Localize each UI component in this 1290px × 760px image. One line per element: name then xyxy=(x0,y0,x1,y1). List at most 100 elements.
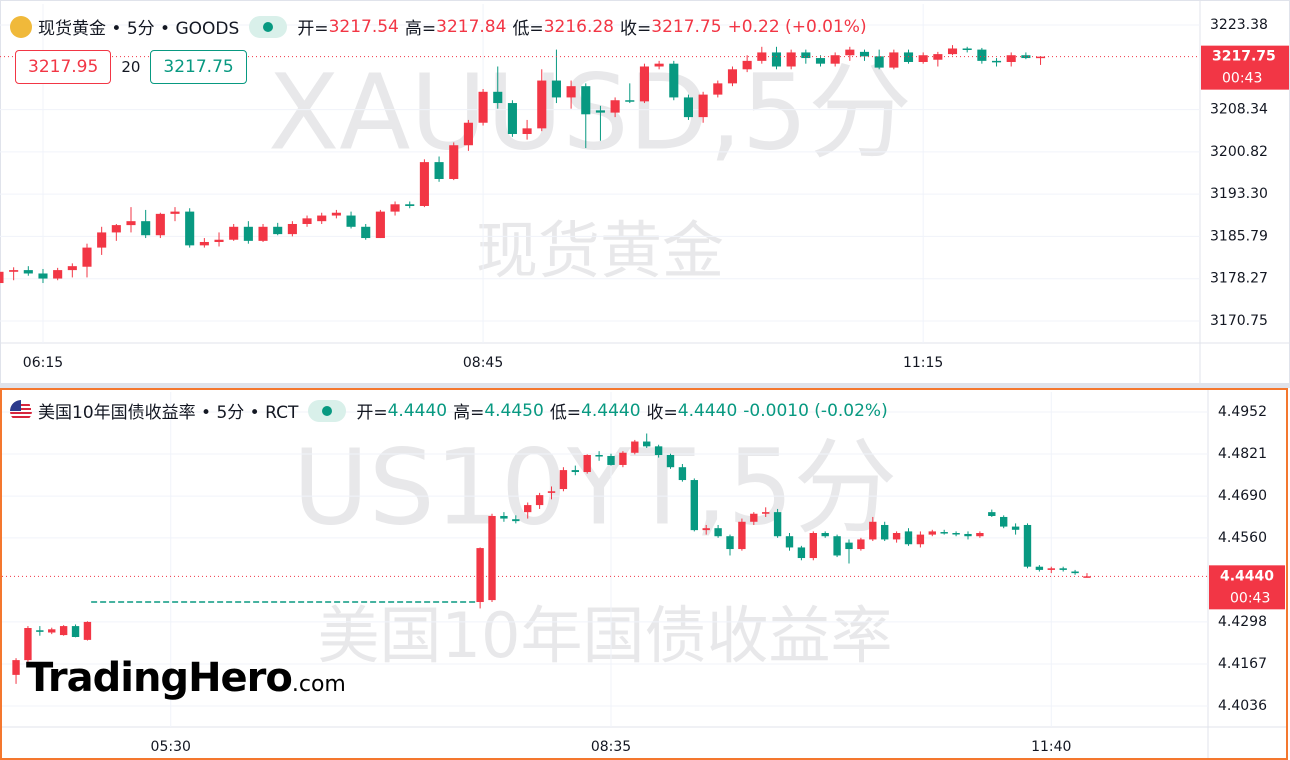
candle-body xyxy=(185,211,195,246)
countdown: 00:43 xyxy=(1222,71,1262,87)
candle-body xyxy=(405,204,415,206)
candle-body xyxy=(331,212,341,216)
y-tick-label: 3170.75 xyxy=(1210,313,1268,329)
candle-body xyxy=(500,515,508,519)
candle-body xyxy=(654,63,664,67)
candle-body xyxy=(928,531,936,535)
symbol[interactable]: 现货黄金 • 5分 • GOODS xyxy=(38,19,240,39)
candle-body xyxy=(111,225,121,233)
candle-body xyxy=(869,521,877,540)
candle-body xyxy=(9,270,19,272)
plot xyxy=(2,392,1208,727)
y-tick-label: 4.4036 xyxy=(1218,698,1267,714)
candle-body xyxy=(571,470,579,473)
y-tick-label: 4.4167 xyxy=(1218,656,1267,672)
sell-button[interactable]: 3217.95 xyxy=(15,50,112,84)
candle-body xyxy=(889,52,899,68)
trade-panel: 3217.95 20 3217.75 xyxy=(15,50,247,84)
candle-body xyxy=(773,512,782,537)
buy-button[interactable]: 3217.75 xyxy=(150,50,247,84)
candle-body xyxy=(141,221,151,236)
candle-body xyxy=(991,60,1002,63)
candle-body xyxy=(918,55,928,62)
candle-body xyxy=(1006,55,1016,62)
candle-body xyxy=(643,441,651,447)
candle-body xyxy=(786,52,796,67)
candle-body xyxy=(48,629,56,633)
candle-body xyxy=(845,49,855,56)
candle-body xyxy=(53,270,63,279)
high: 4.4450 xyxy=(484,400,544,421)
candle-body xyxy=(916,534,925,545)
candle-body xyxy=(964,533,972,537)
candle-body xyxy=(71,626,80,637)
y-tick-label: 4.4690 xyxy=(1218,488,1267,504)
candle-body xyxy=(1059,568,1067,570)
close: 3217.75 xyxy=(651,16,722,37)
high-label: 高= xyxy=(404,19,437,39)
candle-body xyxy=(809,533,817,559)
candle-body xyxy=(713,83,723,95)
candle-body xyxy=(583,455,591,473)
candle-body xyxy=(547,491,556,493)
y-tick-label: 3178.27 xyxy=(1210,271,1268,287)
open-label: 开= xyxy=(356,403,388,423)
close-label: 收= xyxy=(620,19,652,39)
candle-body xyxy=(999,516,1008,527)
status-pill[interactable] xyxy=(249,15,288,38)
legend: 现货黄金 • 5分 • GOODS 开= 3217.54 高= 3217.84 低=… xyxy=(10,14,867,39)
axes: 4.4952 4.4821 4.4690 4.4560 4.4298 4.4167 4.40… xyxy=(151,404,1285,755)
y-tick-label: 3223.38 xyxy=(1210,17,1268,33)
candle-body xyxy=(507,103,517,134)
candle-body xyxy=(535,495,544,506)
candle-body xyxy=(512,519,520,522)
logo-suffix: .com xyxy=(291,672,346,697)
candle-body xyxy=(683,97,694,118)
candle-body xyxy=(952,533,960,535)
watermark-name: 现货黄金 xyxy=(476,214,724,287)
candle-body xyxy=(785,536,794,548)
candle-body xyxy=(551,80,561,98)
candle-body xyxy=(581,86,591,115)
candle-body xyxy=(714,528,722,537)
candle-body xyxy=(742,60,752,70)
candle-body xyxy=(559,470,568,490)
candle-body xyxy=(698,94,708,118)
candle-body xyxy=(390,204,400,212)
candle-body xyxy=(434,162,444,179)
candle-body xyxy=(833,536,841,556)
candle-body xyxy=(771,52,782,67)
candle-body xyxy=(476,548,484,603)
candle-body xyxy=(903,52,914,62)
candle-body xyxy=(1035,56,1046,59)
y-tick-label: 4.4821 xyxy=(1218,446,1267,462)
countdown: 00:43 xyxy=(1230,590,1270,606)
open: 3217.54 xyxy=(328,16,399,37)
y-tick-label: 4.4952 xyxy=(1218,404,1267,420)
candle-body xyxy=(488,515,496,601)
symbol[interactable]: 美国10年国债收益率 • 5分 • RCT xyxy=(38,403,299,423)
candle-body xyxy=(830,55,840,64)
candle-body xyxy=(727,69,738,84)
candle-body xyxy=(595,455,603,457)
candle-body xyxy=(639,66,649,102)
y-tick-label: 3185.79 xyxy=(1210,228,1268,244)
candle-body xyxy=(859,51,870,57)
candle-body xyxy=(67,266,77,271)
candle-body xyxy=(537,80,547,129)
axes: 3223.38 3208.34 3200.82 3193.30 3185.79 3178.… xyxy=(23,17,1289,371)
candle-body xyxy=(478,91,488,123)
candle-body xyxy=(199,241,209,246)
status-pill[interactable] xyxy=(308,399,347,422)
candle-body xyxy=(940,532,948,534)
x-tick-label: 08:45 xyxy=(463,355,503,371)
candle-body xyxy=(1011,526,1020,530)
candle-body xyxy=(346,215,356,227)
open: 4.4440 xyxy=(387,400,448,421)
candle-body xyxy=(619,452,627,465)
candle-body xyxy=(845,542,853,550)
x-tick-label: 05:30 xyxy=(151,739,191,755)
candle-body xyxy=(126,221,136,226)
candle-body xyxy=(857,539,865,550)
